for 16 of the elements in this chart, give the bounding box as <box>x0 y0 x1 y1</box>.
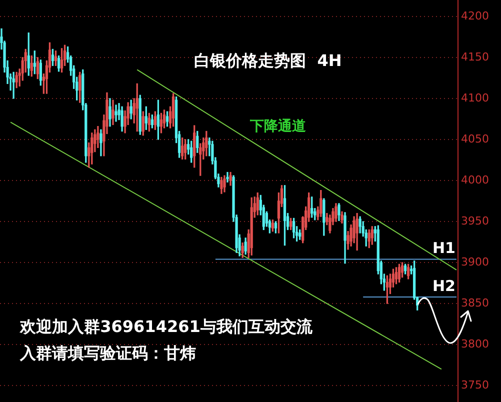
annotation: 入群请填写验证码：甘炜 <box>19 343 196 362</box>
y-tick-label: 3800 <box>461 337 489 350</box>
y-tick-label: 4000 <box>461 173 489 186</box>
series-label: H2 <box>432 276 456 295</box>
y-tick-label: 4050 <box>461 132 489 146</box>
annotation: 欢迎加入群369614261与我们互动交流 <box>19 317 314 336</box>
y-tick-label: 3900 <box>461 255 489 268</box>
text: 白银价格走势图 4H <box>194 51 342 70</box>
y-tick-label: 3750 <box>461 378 489 392</box>
y-tick-label: 4150 <box>461 50 489 64</box>
annotation: 下降通道 <box>249 118 308 135</box>
y-tick-label: 3850 <box>461 296 489 310</box>
series-label: H1 <box>432 239 456 258</box>
y-tick-label: 4100 <box>461 91 489 104</box>
y-tick-label: 3950 <box>461 214 489 228</box>
y-tick-label: 4200 <box>461 9 489 22</box>
